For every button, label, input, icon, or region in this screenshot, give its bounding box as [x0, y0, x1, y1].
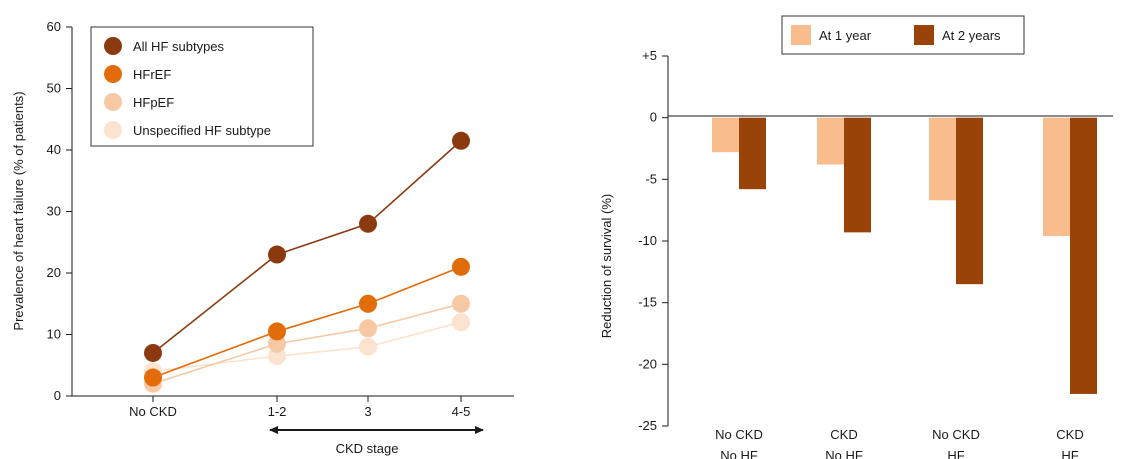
right-x-tick-label: CKD	[1056, 427, 1083, 442]
prevalence-line-chart: Prevalence of heart failure (% of patien…	[11, 19, 514, 456]
legend-swatch	[791, 25, 811, 45]
right-y-tick-label: -15	[638, 295, 657, 310]
data-point	[359, 337, 377, 356]
data-point	[359, 214, 377, 233]
right-x-tick-label: HF	[947, 448, 964, 459]
bar	[739, 117, 766, 190]
legend-label: At 1 year	[819, 28, 872, 43]
right-y-tick-label: -25	[638, 418, 657, 433]
left-x-tick-label: 4-5	[452, 404, 471, 419]
series-line	[152, 266, 462, 379]
left-y-tick-label: 40	[47, 142, 61, 157]
right-x-tick-label: No CKD	[715, 427, 763, 442]
left-y-tick-label: 30	[47, 204, 61, 219]
bar	[956, 117, 983, 285]
data-point	[452, 257, 470, 276]
data-point	[268, 347, 286, 366]
series-line	[152, 140, 462, 354]
data-point	[359, 319, 377, 338]
right-y-tick-label: -20	[638, 356, 657, 371]
bar	[1070, 117, 1097, 394]
right-x-tick-label: No CKD	[932, 427, 980, 442]
left-legend-box	[90, 26, 314, 147]
right-x-tick-label: HF	[1061, 448, 1078, 459]
legend-marker	[104, 65, 122, 83]
legend-swatch	[914, 25, 934, 45]
right-y-tick-label: -10	[638, 233, 657, 248]
bar	[817, 117, 844, 165]
data-point	[452, 313, 470, 332]
right-legend-box	[781, 15, 1025, 55]
data-point	[452, 131, 470, 150]
left-x-tick-label: 3	[364, 404, 371, 419]
data-point	[144, 343, 162, 362]
right-y-tick-label: -5	[645, 171, 657, 186]
data-point	[268, 322, 286, 341]
legend-label: At 2 years	[942, 28, 1001, 43]
left-y-tick-label: 10	[47, 327, 61, 342]
bar	[1043, 117, 1070, 237]
series-line	[152, 321, 462, 373]
left-y-tick-label: 50	[47, 81, 61, 96]
left-x-tick-label: 1-2	[268, 404, 287, 419]
right-x-tick-label: No HF	[720, 448, 758, 459]
left-y-tick-label: 20	[47, 265, 61, 280]
right-y-tick-label: 0	[650, 110, 657, 125]
legend-marker	[104, 121, 122, 139]
legend-label: HFrEF	[133, 67, 171, 82]
survival-bar-chart: Reduction of survival (%) +5 0 -5 -10 -15 -20…	[599, 15, 1113, 459]
bar	[929, 117, 956, 201]
data-point	[359, 294, 377, 313]
data-point	[144, 368, 162, 387]
bar	[712, 117, 739, 153]
right-y-tick-label: +5	[642, 48, 657, 63]
bar	[844, 117, 871, 233]
left-y-tick-label: 60	[47, 19, 61, 34]
left-x-axis-label: CKD stage	[336, 441, 399, 456]
series-line	[152, 302, 462, 385]
right-x-tick-label: No HF	[825, 448, 863, 459]
data-point	[268, 245, 286, 264]
left-x-tick-label: No CKD	[129, 404, 177, 419]
left-y-tick-label: 0	[54, 388, 61, 403]
right-x-tick-label: CKD	[830, 427, 857, 442]
legend-marker	[104, 93, 122, 111]
legend-marker	[104, 37, 122, 55]
data-point	[268, 334, 286, 353]
left-y-axis-label: Prevalence of heart failure (% of patien…	[11, 91, 26, 330]
legend-label: All HF subtypes	[133, 39, 225, 54]
legend-label: HFpEF	[133, 95, 174, 110]
data-point	[452, 294, 470, 313]
right-y-axis-label: Reduction of survival (%)	[599, 194, 614, 339]
legend-label: Unspecified HF subtype	[133, 123, 271, 138]
